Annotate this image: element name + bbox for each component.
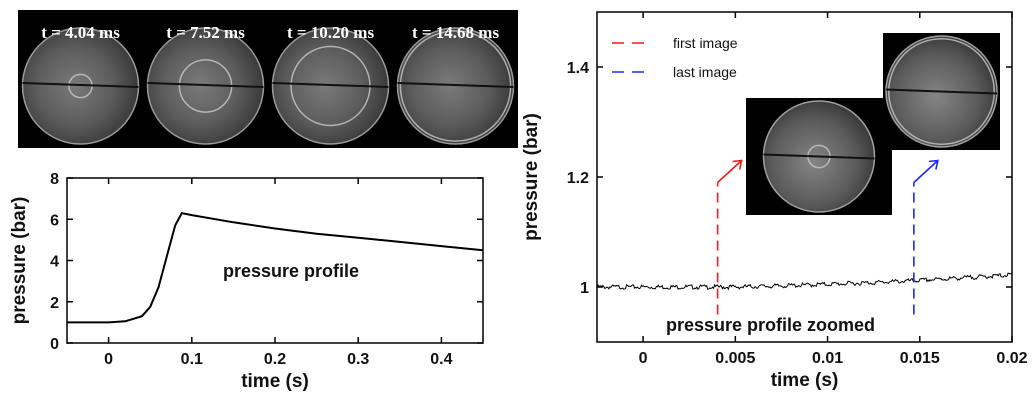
- marker-arrow: [717, 159, 743, 184]
- frame-time-label: t = 10.20 ms: [287, 23, 375, 42]
- marker-arrow: [913, 159, 939, 184]
- inset-image: [746, 98, 892, 215]
- frame-time-label: t = 14.68 ms: [412, 23, 500, 42]
- x-tick-label: 0.02: [996, 350, 1027, 367]
- legend-item: last image: [612, 64, 737, 80]
- y-tick-label: 1.4: [567, 60, 589, 77]
- x-tick-label: 0.2: [264, 351, 286, 368]
- wire-line: [272, 82, 389, 88]
- frame-image: t = 4.04 ms: [21, 23, 140, 145]
- x-tick-label: 0.015: [900, 350, 940, 367]
- wire-line: [22, 82, 139, 88]
- image-time-marker: [716, 159, 743, 315]
- arrow-head: [732, 159, 743, 170]
- pressure-profile-zoomed-chart: 0 0.005 0.01 0.015 0.02 1 1.2 1.4 first image la…: [521, 11, 1028, 391]
- flame-ring: [888, 38, 995, 145]
- x-tick-label: 0: [104, 351, 113, 368]
- y-axis-label: pressure (bar): [521, 113, 542, 241]
- frame-time-label: t = 4.04 ms: [41, 23, 120, 42]
- x-axis-label: time (s): [771, 370, 839, 391]
- x-tick-label: 0.3: [347, 351, 369, 368]
- x-tick-label: 0.01: [812, 350, 843, 367]
- x-tick-label: 0.4: [430, 351, 452, 368]
- frame-time-label: t = 7.52 ms: [166, 23, 245, 42]
- x-axis-label: time (s): [241, 371, 309, 392]
- legend-label: first image: [673, 35, 738, 51]
- chart-annotation: pressure profile zoomed: [666, 315, 875, 335]
- y-tick-label: 6: [50, 212, 59, 229]
- frame-image: t = 10.20 ms: [271, 23, 390, 145]
- legend: first image last image: [612, 35, 738, 80]
- pressure-profile-chart: 0 0.1 0.2 0.3 0.4 0 2 4 6 8 pressure profile time…: [9, 171, 484, 392]
- legend-label: last image: [673, 64, 737, 80]
- wire-line: [397, 82, 514, 88]
- x-tick-label: 0.1: [181, 351, 203, 368]
- wire-line: [763, 153, 875, 160]
- y-axis-label: pressure (bar): [9, 197, 30, 325]
- y-tick-label: 1.2: [567, 170, 589, 187]
- wire-line: [147, 82, 264, 88]
- y-tick-label: 1: [580, 280, 589, 297]
- pressure-line: [596, 272, 1013, 291]
- frame-image: t = 7.52 ms: [146, 23, 265, 145]
- chart-annotation: pressure profile: [223, 261, 359, 281]
- frame-image: t = 14.68 ms: [396, 23, 515, 145]
- pressure-line: [67, 211, 484, 324]
- y-tick-label: 0: [50, 336, 59, 353]
- y-tick-label: 8: [50, 171, 59, 188]
- frame-strip: t = 4.04 ms t = 7.52 ms t = 10.20 ms t = 14…: [18, 10, 518, 148]
- x-tick-label: 0.005: [715, 350, 755, 367]
- legend-item: first image: [612, 35, 738, 51]
- y-tick-label: 4: [50, 254, 59, 271]
- y-tick-label: 2: [50, 295, 59, 312]
- x-tick-label: 0: [639, 350, 648, 367]
- image-time-marker: [913, 159, 939, 315]
- arrow-head: [928, 159, 939, 170]
- wire-line: [885, 88, 998, 95]
- inset-image: [883, 33, 1000, 150]
